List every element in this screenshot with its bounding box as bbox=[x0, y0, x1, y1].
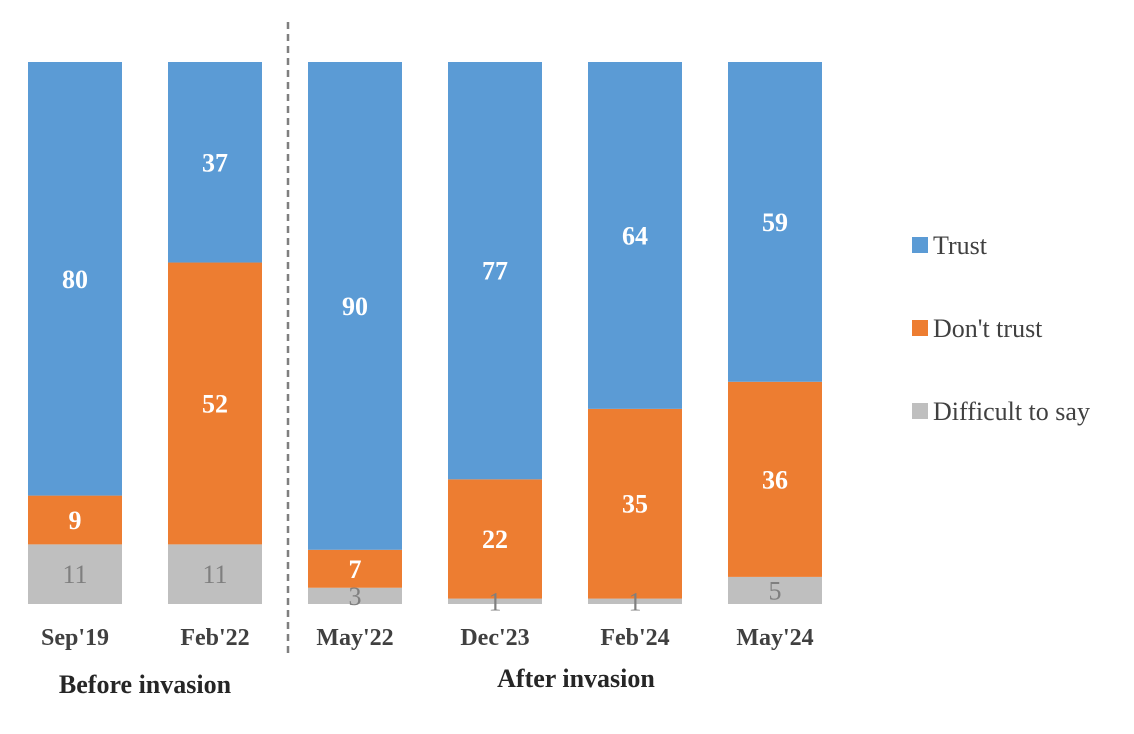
category-label: May'24 bbox=[736, 625, 813, 651]
data-label: 35 bbox=[622, 490, 648, 519]
data-label: 52 bbox=[202, 389, 228, 418]
bar-segment bbox=[728, 62, 822, 382]
legend-swatch bbox=[912, 237, 928, 253]
data-label: 9 bbox=[69, 506, 82, 535]
bar-segment bbox=[168, 62, 262, 263]
data-label: 64 bbox=[622, 221, 648, 250]
data-label: 59 bbox=[762, 208, 788, 237]
bar-segment bbox=[588, 408, 682, 599]
bars-layer bbox=[28, 62, 822, 604]
legend-swatch bbox=[912, 403, 928, 419]
bar-segment bbox=[588, 62, 682, 409]
data-label: 90 bbox=[342, 292, 368, 321]
bar-segment bbox=[28, 544, 122, 604]
data-label: 11 bbox=[62, 560, 87, 589]
category-label: Feb'22 bbox=[180, 625, 249, 651]
legend-label: Don't trust bbox=[933, 314, 1043, 343]
bar-segment bbox=[308, 549, 402, 588]
data-label: 37 bbox=[202, 148, 228, 177]
data-label: 3 bbox=[349, 582, 362, 611]
bar-segment bbox=[28, 495, 122, 545]
bar-segment bbox=[728, 576, 822, 604]
data-label: 22 bbox=[482, 525, 508, 554]
category-label: May'22 bbox=[316, 625, 393, 651]
legend: Trust Don't trust Difficult to say bbox=[912, 231, 1090, 426]
category-axis-labels: Sep'19 Feb'22 May'22 Dec'23 Feb'24 May'24 bbox=[41, 625, 814, 651]
data-label: 1 bbox=[489, 587, 502, 616]
bar-segment bbox=[168, 544, 262, 604]
bar-segment bbox=[448, 479, 542, 599]
category-label: Sep'19 bbox=[41, 625, 109, 651]
legend-label: Difficult to say bbox=[933, 397, 1090, 426]
data-label: 36 bbox=[762, 465, 788, 494]
value-labels-layer: 11 9 80 11 52 37 37 90 1 22 77 1 35 64 5 36 59 bbox=[62, 148, 788, 616]
bar-segment bbox=[168, 262, 262, 545]
data-label: 80 bbox=[62, 265, 88, 294]
group-label-after-invasion: After invasion bbox=[497, 664, 655, 693]
data-label: 11 bbox=[202, 560, 227, 589]
group-label-before-invasion: Before invasion bbox=[59, 670, 232, 699]
legend-label: Trust bbox=[933, 231, 988, 260]
category-label: Dec'23 bbox=[460, 625, 529, 651]
bar-segment bbox=[448, 598, 542, 604]
category-label: Feb'24 bbox=[600, 625, 669, 651]
data-label: 5 bbox=[769, 576, 782, 605]
bar-segment bbox=[308, 587, 402, 604]
bar-segment bbox=[728, 381, 822, 577]
bar-segment bbox=[448, 62, 542, 480]
bar-segment bbox=[588, 598, 682, 604]
data-label: 7 bbox=[349, 555, 362, 584]
data-label: 1 bbox=[629, 587, 642, 616]
bar-segment bbox=[28, 62, 122, 496]
data-label: 77 bbox=[482, 257, 508, 286]
bar-segment bbox=[308, 62, 402, 550]
legend-swatch bbox=[912, 320, 928, 336]
